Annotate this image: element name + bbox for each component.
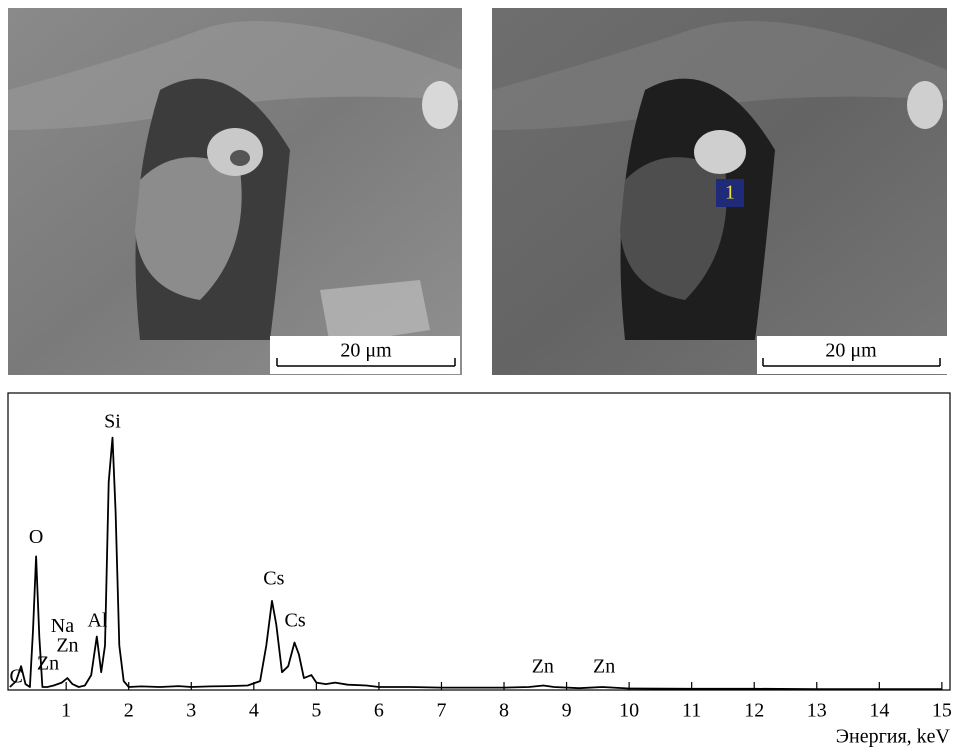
x-tick-label: 10: [619, 700, 639, 722]
peak-label: Cs: [263, 568, 284, 590]
peak-label: Al: [87, 609, 107, 631]
x-tick-label: 1: [61, 700, 71, 722]
peak-label: Zn: [37, 652, 59, 674]
x-tick-label: 3: [186, 700, 196, 722]
x-tick-label: 11: [682, 700, 701, 722]
x-tick-label: 15: [932, 700, 952, 722]
x-tick-label: 2: [124, 700, 134, 722]
x-tick-label: 4: [249, 700, 259, 722]
x-tick-label: 13: [807, 700, 827, 722]
x-tick-label: 9: [562, 700, 572, 722]
x-tick-label: 12: [744, 700, 764, 722]
peak-label: Zn: [56, 635, 78, 657]
peak-label: Si: [104, 410, 121, 432]
x-tick-label: 7: [436, 700, 446, 722]
sem-image-left: 20 μm: [8, 8, 462, 375]
x-tick-label: 8: [499, 700, 509, 722]
peak-label: Zn: [593, 655, 615, 677]
x-tick-label: 14: [869, 700, 889, 722]
scale-bar-label: 20 μm: [340, 340, 392, 362]
scale-bar-label: 20 μm: [825, 340, 877, 362]
point-marker: 1: [725, 182, 735, 204]
peak-label: Na: [51, 615, 74, 637]
peak-label: O: [29, 526, 43, 548]
spectrum-line: [9, 436, 942, 690]
x-tick-label: 5: [311, 700, 321, 722]
peak-label: Cs: [285, 609, 306, 631]
x-axis-label: Энергия, keV: [836, 726, 951, 748]
peak-label: C: [9, 666, 22, 688]
x-tick-label: 6: [374, 700, 384, 722]
peak-label: Zn: [532, 655, 554, 677]
sem-image-right: 1 20 μm: [492, 8, 947, 375]
plot-frame: [7, 392, 951, 691]
